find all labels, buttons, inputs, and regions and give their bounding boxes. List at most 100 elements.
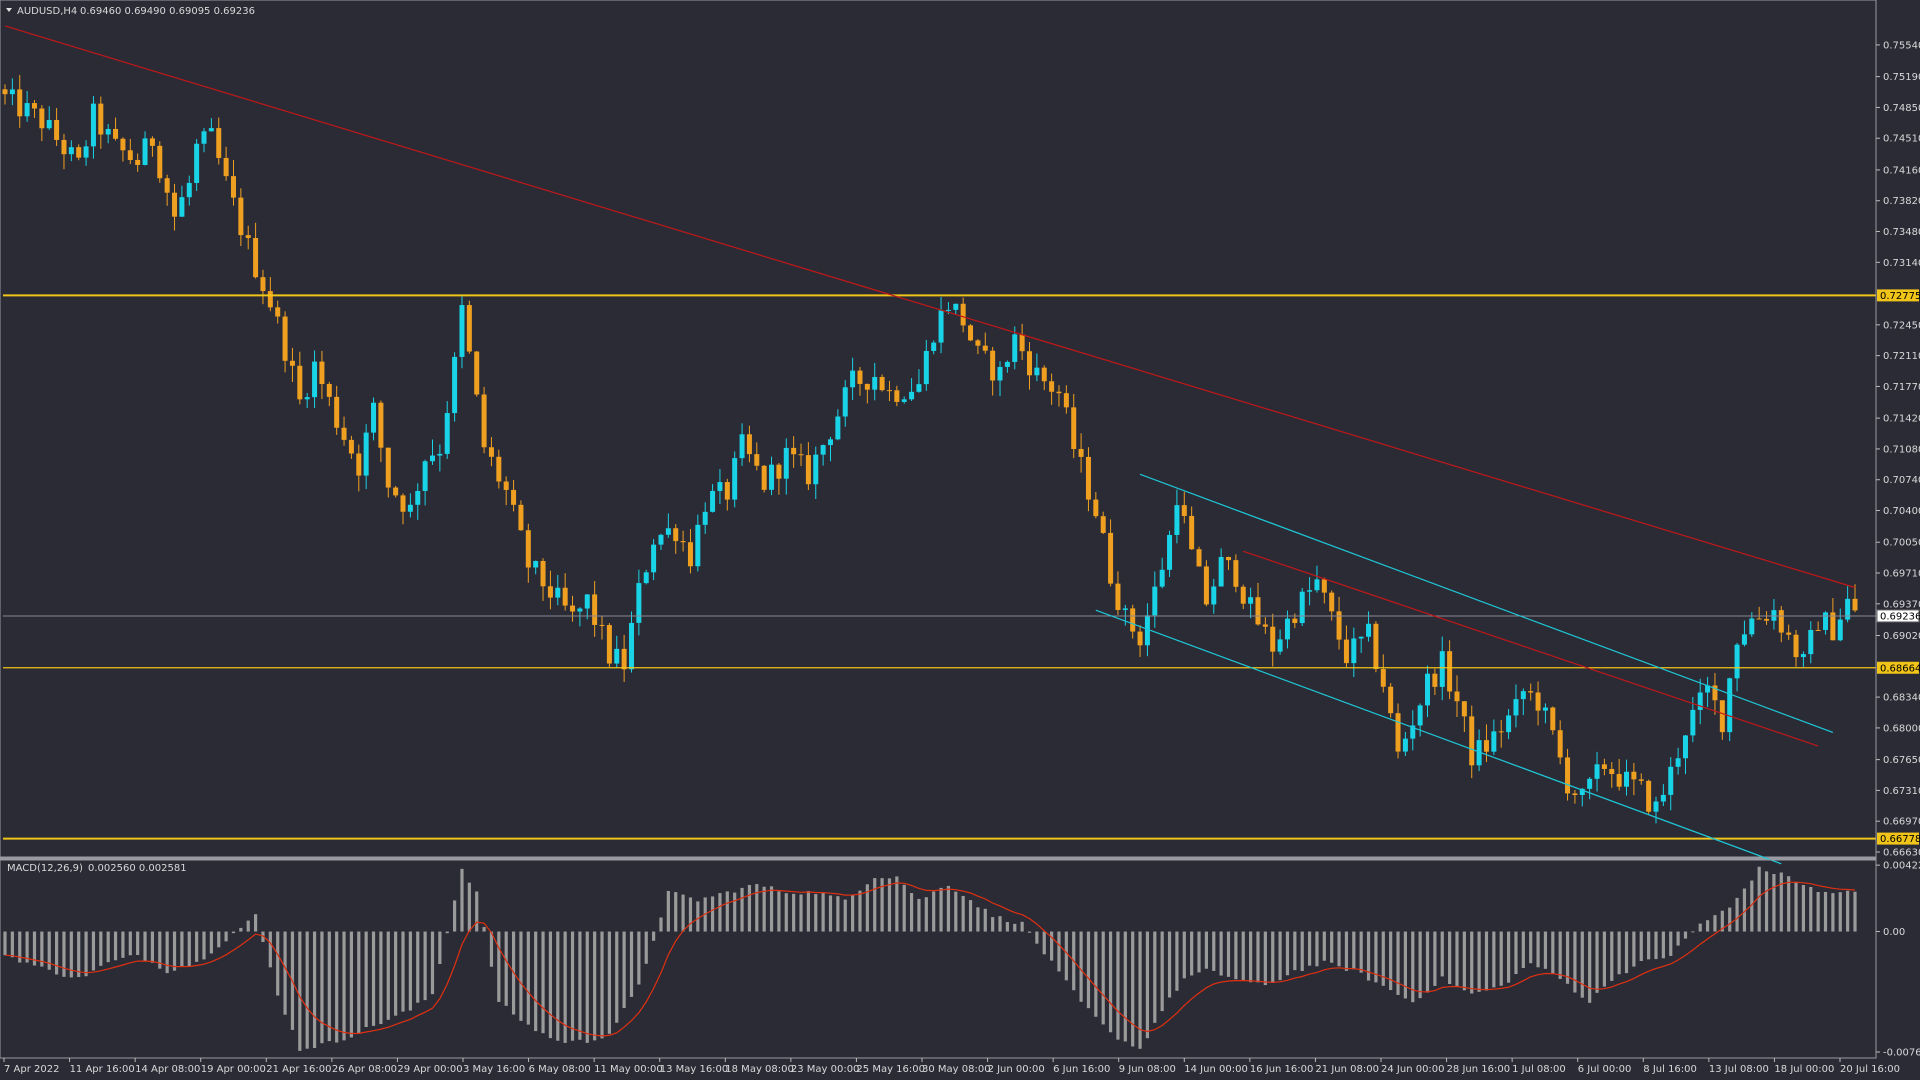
candle-body bbox=[1786, 632, 1792, 635]
macd-bar bbox=[777, 891, 781, 932]
candle-body bbox=[1660, 794, 1666, 802]
macd-bar bbox=[1632, 931, 1636, 967]
macd-bar bbox=[541, 931, 545, 1034]
collapse-triangle-icon[interactable] bbox=[6, 8, 12, 12]
candle-body bbox=[1808, 629, 1814, 655]
candle-body bbox=[1697, 692, 1703, 710]
candle-body bbox=[540, 560, 546, 587]
candle-body bbox=[1159, 569, 1165, 587]
time-tick-label: 1 Jul 08:00 bbox=[1512, 1064, 1566, 1075]
macd-bar bbox=[298, 931, 302, 1051]
macd-bar bbox=[1153, 931, 1157, 1023]
macd-values: 0.002560 0.002581 bbox=[88, 863, 187, 874]
macd-bar bbox=[1079, 931, 1083, 1002]
candle-body bbox=[326, 384, 332, 397]
macd-bar bbox=[1801, 885, 1806, 932]
candle-body bbox=[142, 138, 148, 165]
candle-body bbox=[1712, 685, 1718, 701]
candle-body bbox=[1218, 556, 1224, 587]
macd-bar bbox=[231, 931, 236, 934]
macd-bar bbox=[261, 931, 265, 943]
macd-bar bbox=[1735, 897, 1739, 932]
candle-body bbox=[289, 360, 295, 366]
macd-bar bbox=[976, 907, 980, 932]
macd-bar bbox=[246, 920, 250, 932]
candle-body bbox=[968, 325, 974, 341]
candle-body bbox=[555, 587, 561, 598]
macd-bar bbox=[1536, 931, 1540, 968]
channel-upper-line[interactable] bbox=[1139, 473, 1834, 733]
macd-bar bbox=[91, 931, 96, 971]
macd-bar bbox=[143, 931, 147, 962]
candle-body bbox=[1329, 592, 1335, 612]
macd-bar bbox=[629, 931, 634, 997]
channel-lower-line[interactable] bbox=[1095, 609, 1782, 865]
macd-bar bbox=[1204, 931, 1208, 969]
time-tick-label: 6 Jul 00:00 bbox=[1578, 1064, 1632, 1075]
symbol-header[interactable]: AUDUSD,H4 0.69460 0.69490 0.69095 0.6923… bbox=[6, 6, 255, 17]
candle-body bbox=[1800, 654, 1806, 658]
trend-line[interactable] bbox=[4, 25, 1856, 589]
macd-bar bbox=[1595, 931, 1599, 993]
macd-bar bbox=[710, 896, 715, 932]
candle-body bbox=[371, 402, 377, 433]
candle-body bbox=[518, 504, 524, 531]
candle-body bbox=[651, 544, 657, 573]
macd-bar bbox=[1131, 931, 1135, 1047]
trend-line[interactable] bbox=[1243, 550, 1819, 747]
candle-body bbox=[1152, 586, 1158, 616]
candle-body bbox=[525, 530, 531, 568]
pane-separator[interactable] bbox=[0, 857, 1876, 860]
macd-bar bbox=[1352, 931, 1356, 970]
time-tick-label: 2 Jun 00:00 bbox=[988, 1064, 1045, 1075]
candle-body bbox=[636, 583, 642, 623]
candle-body bbox=[474, 351, 480, 395]
macd-bar bbox=[1838, 892, 1842, 932]
macd-bar bbox=[873, 878, 877, 932]
candle-body bbox=[282, 316, 288, 361]
candle-body bbox=[953, 303, 959, 310]
candle-body bbox=[238, 197, 244, 236]
macd-bar bbox=[467, 882, 471, 932]
candle-body bbox=[1366, 623, 1372, 637]
macd-bar bbox=[1374, 931, 1378, 983]
candle-body bbox=[1321, 579, 1327, 593]
macd-bar bbox=[69, 931, 73, 978]
macd-bar bbox=[983, 908, 987, 932]
macd-bar bbox=[121, 931, 125, 958]
time-tick-label: 6 Jun 16:00 bbox=[1053, 1064, 1110, 1075]
macd-bar bbox=[895, 876, 899, 932]
macd-bar bbox=[1698, 923, 1702, 932]
candle-body bbox=[1351, 638, 1357, 664]
macd-bar bbox=[526, 931, 530, 1025]
price-pane[interactable] bbox=[0, 0, 1877, 865]
macd-bar bbox=[1484, 931, 1489, 991]
candle-body bbox=[1793, 634, 1799, 658]
time-tick-label: 11 May 00:00 bbox=[594, 1064, 663, 1075]
macd-bar bbox=[1411, 931, 1415, 1003]
macd-bar bbox=[1794, 881, 1798, 932]
macd-bar bbox=[475, 891, 479, 932]
macd-bar bbox=[902, 884, 906, 932]
candle-body bbox=[164, 178, 170, 193]
macd-bar bbox=[165, 931, 169, 974]
macd-bar bbox=[1565, 931, 1570, 984]
macd-bar bbox=[909, 893, 914, 932]
macd-bar bbox=[836, 896, 840, 932]
candle-body bbox=[194, 143, 200, 183]
macd-pane[interactable] bbox=[0, 859, 1877, 1059]
macd-bar bbox=[1293, 931, 1297, 971]
macd-bar bbox=[18, 931, 22, 963]
macd-bar bbox=[3, 931, 7, 956]
candle-body bbox=[496, 456, 502, 482]
candle-body bbox=[481, 394, 487, 448]
macd-bar bbox=[1197, 931, 1201, 973]
